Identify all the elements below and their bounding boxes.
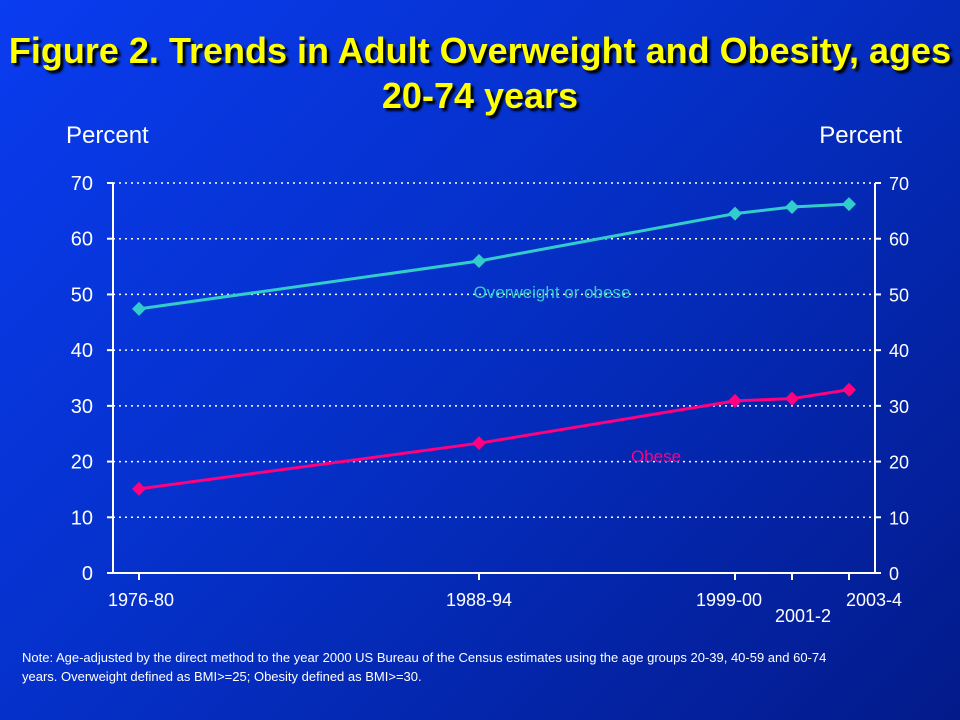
y-tick-label-right: 40 bbox=[889, 341, 909, 361]
y-tick-label-right: 60 bbox=[889, 230, 909, 250]
y-tick-label-left: 40 bbox=[71, 340, 93, 362]
y-tick-label-left: 70 bbox=[71, 173, 93, 195]
data-point-marker bbox=[132, 481, 146, 496]
y-tick-label-left: 50 bbox=[71, 284, 93, 306]
x-tick-label: 2001-2 bbox=[775, 606, 831, 626]
y-tick-label-left: 0 bbox=[82, 563, 93, 585]
data-point-marker bbox=[132, 301, 146, 316]
data-point-marker bbox=[472, 254, 486, 268]
data-point-marker bbox=[785, 391, 799, 406]
series-label: Obese bbox=[631, 447, 681, 466]
footnote: Note: Age-adjusted by the direct method … bbox=[22, 650, 827, 684]
x-tick-label: 2003-4 bbox=[846, 590, 902, 610]
data-point-marker bbox=[842, 197, 856, 212]
series-line bbox=[138, 388, 850, 491]
y-tick-label-left: 30 bbox=[71, 396, 93, 418]
y-tick-label-right: 30 bbox=[889, 397, 909, 417]
x-tick-label: 1976-80 bbox=[108, 590, 174, 610]
x-tick-label: 1988-94 bbox=[446, 590, 512, 610]
y-tick-label-right: 0 bbox=[889, 564, 899, 584]
data-point-marker bbox=[472, 436, 486, 451]
chart-title: Figure 2. Trends in Adult Overweight and… bbox=[8, 30, 952, 116]
y-axis-label-right: Percent bbox=[819, 122, 902, 149]
series-label: Overweight or obese bbox=[474, 283, 631, 302]
y-tick-label-left: 60 bbox=[71, 229, 93, 251]
y-tick-label-right: 20 bbox=[889, 453, 909, 473]
data-point-marker bbox=[785, 199, 799, 214]
data-point-marker bbox=[728, 206, 742, 221]
y-tick-label-right: 70 bbox=[889, 174, 909, 194]
y-tick-label-right: 10 bbox=[889, 508, 909, 528]
y-tick-label-left: 20 bbox=[71, 452, 93, 474]
y-axis-label-left: Percent bbox=[66, 122, 149, 149]
data-point-marker bbox=[842, 382, 856, 397]
y-tick-label-left: 10 bbox=[71, 507, 93, 529]
x-tick-label: 1999-00 bbox=[696, 590, 762, 610]
data-point-marker bbox=[728, 393, 742, 408]
y-tick-label-right: 50 bbox=[889, 285, 909, 305]
